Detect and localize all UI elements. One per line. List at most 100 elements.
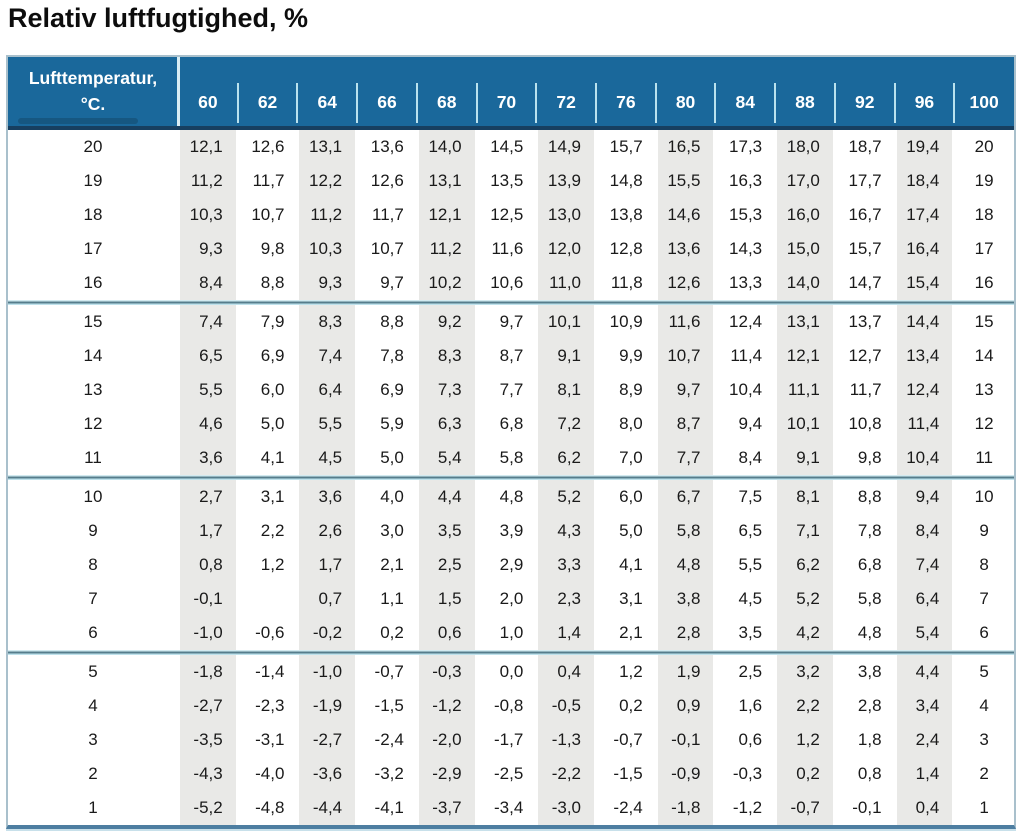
dewpoint-cell: 13,1 [416, 164, 477, 198]
humidity-col-header: 72 [535, 57, 596, 126]
dewpoint-cell: 14,4 [894, 305, 955, 339]
dewpoint-cell: -0,8 [493, 696, 524, 715]
dewpoint-cell: -2,2 [536, 757, 596, 791]
table-row: 15 7,4 7,9 8,3 8,8 9,2 9,7 10,1 10,9 11,6 12,4 13,1… [8, 305, 1014, 339]
dewpoint-cell: 9,7 [499, 312, 524, 331]
temp-repeat-cell: 15 [974, 312, 994, 331]
scan-artifact [18, 118, 138, 124]
dewpoint-cell: 11,4 [894, 407, 955, 441]
dewpoint-cell: -4,3 [178, 757, 238, 791]
dewpoint-cell: 0,4 [894, 791, 955, 825]
dewpoint-cell: 4,8 [499, 487, 524, 506]
dewpoint-cell: 1,8 [857, 730, 882, 749]
dewpoint-cell: 17,0 [775, 164, 835, 198]
dewpoint-cell: 1,2 [619, 662, 643, 681]
dewpoint-cell: 10,9 [609, 312, 643, 331]
dewpoint-cell: 3,6 [297, 480, 358, 514]
dewpoint-cell: 3,9 [499, 521, 524, 540]
dewpoint-cell: 1,6 [738, 696, 763, 715]
dewpoint-cell: 14,0 [775, 266, 835, 300]
dewpoint-cell: 5,8 [857, 589, 882, 608]
table-row: 14 6,5 6,9 7,4 7,8 8,3 8,7 9,1 9,9 10,7 11,4 12,1 12… [8, 339, 1014, 373]
table-row: 7 -0,1 0,7 1,1 1,5 2,0 2,3 3,1 3,8 4,5 5,2 5,8 6,4 7 [8, 582, 1014, 616]
dewpoint-cell: 1,7 [297, 548, 358, 582]
dewpoint-cell: 1,2 [775, 723, 835, 757]
dewpoint-cell: -1,0 [178, 616, 238, 650]
dewpoint-cell: 1,7 [178, 514, 238, 548]
temp-repeat-cell: 10 [974, 487, 994, 506]
table-row: 1 -5,2 -4,8 -4,4 -4,1 -3,7 -3,4 -3,0 -2,4 -1,8 -1,… [8, 791, 1014, 825]
dewpoint-cell: -3,2 [374, 764, 404, 783]
temp-cell: 6 [88, 623, 98, 642]
dewpoint-cell: 6,3 [416, 407, 477, 441]
table-row: 3 -3,5 -3,1 -2,7 -2,4 -2,0 -1,7 -1,3 -0,7 -0,1 0,6… [8, 723, 1014, 757]
dewpoint-cell: 8,4 [178, 266, 238, 300]
dewpoint-cell: -0,1 [852, 798, 882, 817]
dewpoint-cell: 8,1 [536, 373, 596, 407]
dewpoint-cell: 13,1 [297, 130, 358, 164]
dewpoint-cell: 14,8 [609, 171, 643, 190]
temp-repeat-cell: 19 [974, 171, 994, 190]
dewpoint-cell: 7,1 [775, 514, 835, 548]
table-row: 11 3,6 4,1 4,5 5,0 5,4 5,8 6,2 7,0 7,7 8,4 9,1 9,8 10… [8, 441, 1014, 475]
dewpoint-cell: 9,9 [619, 346, 643, 365]
dewpoint-cell: -0,7 [374, 662, 404, 681]
dewpoint-cell: -1,4 [255, 662, 285, 681]
dewpoint-cell: 2,3 [536, 582, 596, 616]
dewpoint-cell: -5,2 [178, 791, 238, 825]
temp-repeat-cell: 5 [979, 662, 989, 681]
dewpoint-cell: 0,6 [738, 730, 763, 749]
dewpoint-cell: 1,0 [499, 623, 524, 642]
dewpoint-cell: 11,4 [730, 346, 763, 365]
dewpoint-cell: 2,1 [380, 555, 404, 574]
dewpoint-cell: 3,0 [380, 521, 404, 540]
dewpoint-cell: 3,5 [738, 623, 763, 642]
temp-repeat-cell: 1 [979, 798, 989, 817]
table-row: 9 1,7 2,2 2,6 3,0 3,5 3,9 4,3 5,0 5,8 6,5 7,1 7,8 8,4… [8, 514, 1014, 548]
dewpoint-cell: 15,3 [729, 205, 763, 224]
dewpoint-cell: 2,9 [499, 555, 524, 574]
dewpoint-cell: 10,8 [848, 414, 882, 433]
dewpoint-cell: 7,4 [894, 548, 955, 582]
table-row: 2 -4,3 -4,0 -3,6 -3,2 -2,9 -2,5 -2,2 -1,5 -0,9 -0,… [8, 757, 1014, 791]
temp-repeat-cell: 18 [974, 205, 994, 224]
humidity-table: Lufttemperatur, °C. 60 62 64 66 68 70 72 76 80 84… [6, 55, 1016, 829]
temp-cell: 20 [83, 137, 103, 156]
dewpoint-cell: -4,8 [255, 798, 285, 817]
temp-cell: 11 [84, 448, 102, 467]
dewpoint-cell: 13,5 [490, 171, 524, 190]
temp-cell: 13 [83, 380, 103, 399]
temp-cell: 5 [88, 662, 98, 681]
dewpoint-cell: 6,9 [380, 380, 404, 399]
dewpoint-cell: 17,4 [894, 198, 955, 232]
dewpoint-cell: 10,3 [297, 232, 358, 266]
dewpoint-cell: 5,4 [894, 616, 955, 650]
dewpoint-cell: 9,4 [894, 480, 955, 514]
dewpoint-cell: 9,8 [857, 448, 882, 467]
temp-cell: 10 [83, 487, 103, 506]
dewpoint-cell: 0,2 [619, 696, 643, 715]
dewpoint-cell: -1,9 [297, 689, 358, 723]
temp-repeat-cell: 3 [979, 730, 989, 749]
dewpoint-cell: -1,0 [297, 655, 358, 689]
dewpoint-cell: 0,0 [499, 662, 524, 681]
dewpoint-cell: 8,8 [857, 487, 882, 506]
header-row: Lufttemperatur, °C. 60 62 64 66 68 70 72 76 80 84… [8, 57, 1014, 130]
dewpoint-cell: 18,4 [894, 164, 955, 198]
dewpoint-cell: 4,6 [178, 407, 238, 441]
dewpoint-cell: 0,2 [380, 623, 404, 642]
dewpoint-cell: 12,1 [178, 130, 238, 164]
table-row: 6 -1,0 -0,6 -0,2 0,2 0,6 1,0 1,4 2,1 2,8 3,5 4,2 4,8… [8, 616, 1014, 650]
dewpoint-cell: 11,7 [372, 205, 404, 224]
temp-cell: 9 [88, 521, 98, 540]
temp-repeat-cell: 12 [974, 414, 994, 433]
dewpoint-cell: 3,1 [619, 589, 643, 608]
dewpoint-cell: -1,2 [416, 689, 477, 723]
dewpoint-cell: 8,8 [260, 273, 285, 292]
humidity-col-header: 60 [198, 92, 218, 112]
dewpoint-cell: -3,1 [255, 730, 285, 749]
dewpoint-cell: 8,9 [619, 380, 643, 399]
dewpoint-cell: 6,4 [297, 373, 358, 407]
humidity-col-header: 96 [893, 57, 955, 126]
dewpoint-cell: 1,9 [655, 655, 716, 689]
